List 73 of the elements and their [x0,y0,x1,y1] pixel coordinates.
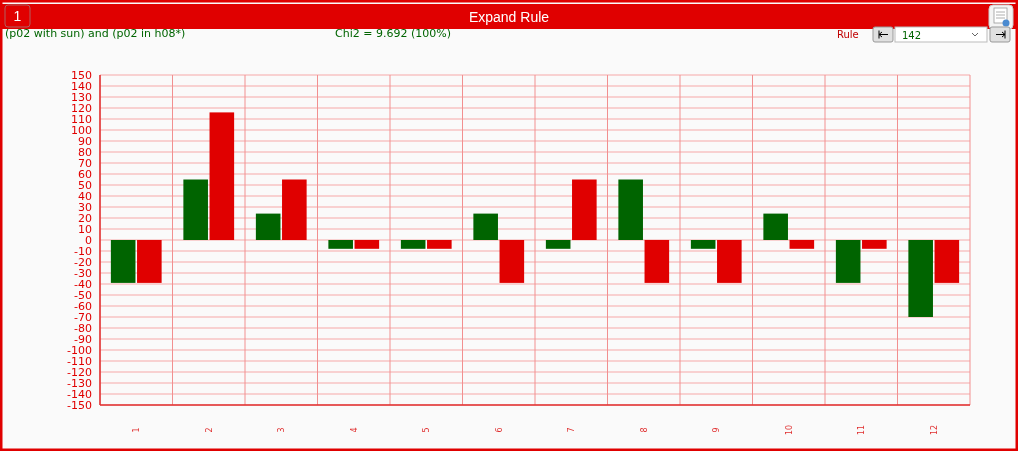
bar [545,240,571,249]
y-tick-label: 120 [71,101,92,115]
y-tick-label: -120 [67,365,92,379]
y-tick-label: -100 [67,343,92,357]
y-tick-label: 90 [78,134,92,148]
y-tick-label: -40 [74,277,92,291]
y-tick-label: -50 [74,288,92,302]
text: Rule [837,29,859,40]
x-tick-label: 2 [204,427,214,433]
bar [137,240,162,283]
bar [717,240,742,283]
y-tick-label: 150 [71,68,92,82]
y-tick-label: -130 [67,376,92,390]
bar [499,240,525,283]
bar [427,240,452,249]
y-tick-label: -30 [74,266,92,280]
bar [183,179,208,240]
x-tick-label: 6 [494,427,504,433]
y-tick-label: -140 [67,387,92,401]
x-tick-label: 4 [349,427,359,433]
x-tick-label: 12 [929,424,939,436]
y-tick-label: 130 [71,90,92,104]
bar [473,213,498,240]
bar [400,240,426,249]
y-tick-label: -90 [74,332,92,346]
bar [934,240,960,283]
y-tick-label: -60 [74,299,92,313]
bar [618,179,643,240]
bar [255,213,281,240]
bar [328,240,353,249]
y-tick-label: 30 [78,200,92,214]
bar [354,240,380,249]
x-tick-label: 9 [712,427,722,433]
y-tick-label: -20 [74,255,92,269]
bar [763,213,788,240]
y-tick-label: 20 [78,211,92,225]
bar [572,179,597,240]
number-button: 1 [4,4,31,28]
bar [908,240,933,317]
y-tick-label: -150 [67,398,92,412]
x-tick-label: 3 [277,427,287,433]
y-tick-label: 10 [78,222,92,236]
y-tick-label: -110 [67,354,92,368]
y-tick-label: 70 [78,156,92,170]
y-tick-label: 140 [71,79,92,93]
text: Chi2 = 9.692 (100%) [335,27,451,40]
y-tick-label: -80 [74,321,92,335]
x-tick-label: 5 [422,427,432,433]
x-tick-label: 11 [857,424,867,436]
y-tick-label: 100 [71,123,92,137]
bar [110,240,136,283]
x-tick-label: 7 [567,427,577,433]
y-tick-label: -10 [74,244,92,258]
chart-subtitle: (p02 with sun) and (p02 in h08*) [5,27,186,40]
bar [835,240,861,283]
y-tick-label: 50 [78,178,92,192]
bar [209,112,235,240]
bar [282,179,307,240]
chart-title: Expand Rule [468,9,550,25]
y-tick-label: 60 [78,167,92,181]
y-tick-label: -70 [74,310,92,324]
x-tick-label: 1 [132,427,142,433]
bar [644,240,670,283]
y-tick-label: 80 [78,145,92,159]
bar [690,240,716,249]
dropdown: 142 [894,26,988,43]
x-tick-label: 8 [639,427,649,433]
bar [789,240,815,249]
y-tick-label: 0 [85,233,92,247]
x-tick-label: 10 [784,424,794,436]
y-tick-label: 110 [71,112,92,126]
bar [862,240,887,249]
y-tick-label: 40 [78,189,92,203]
